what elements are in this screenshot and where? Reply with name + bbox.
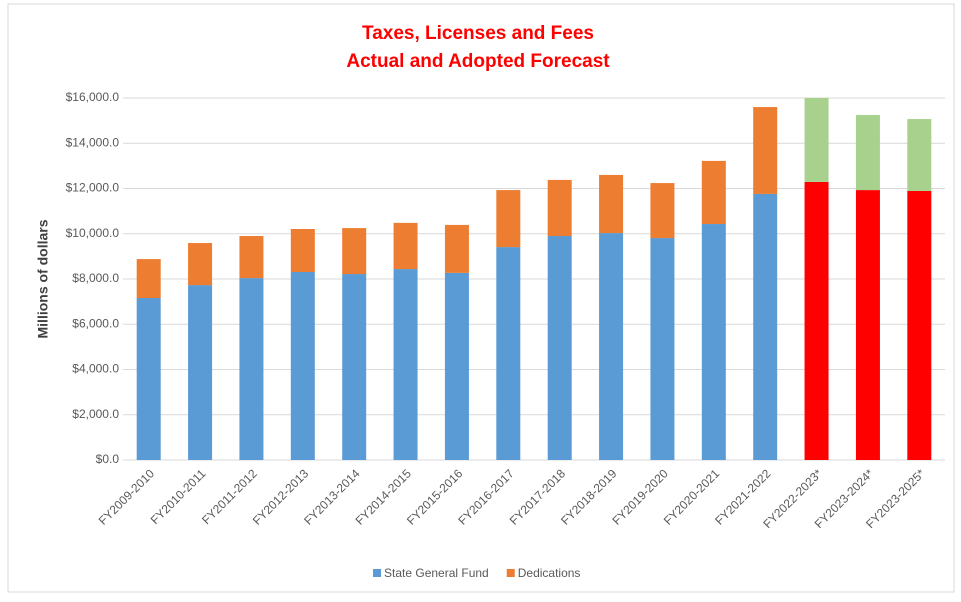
bar-segment [188,243,213,286]
y-tick-label: $2,000.0 [72,407,119,421]
bar-segment [855,190,880,461]
bar-segment [342,274,367,460]
bar-segment [753,107,778,194]
y-tick-label: $10,000.0 [66,226,120,240]
bar-segment [239,278,264,460]
bar-segment [855,114,880,191]
bar-segment [701,224,726,460]
bar-segment [701,160,726,225]
bar-segment [393,269,418,460]
bar-segment [444,272,469,460]
bar-segment [599,233,624,460]
y-tick-label: $0.0 [96,452,120,466]
bar-segment [444,224,469,273]
legend-swatch [373,569,381,577]
bar-segment [393,222,418,270]
bar-segment [907,190,932,460]
bar-segment [136,298,161,460]
y-tick-label: $8,000.0 [72,271,119,285]
bar-segment [650,183,675,239]
chart-frame [7,3,955,593]
bar-segment [342,228,367,275]
bar-segment [547,236,572,460]
bar-segment [136,259,161,299]
legend-label: State General Fund [384,566,489,580]
bar-segment [804,181,829,460]
y-axis-label: Millions of dollars [35,219,51,338]
bar-segment [650,238,675,460]
chart-title: Taxes, Licenses and Fees [362,23,594,44]
y-tick-label: $14,000.0 [66,135,120,149]
bar-segment [907,119,932,191]
bar-segment [496,247,521,460]
y-tick-label: $6,000.0 [72,316,119,330]
bar-segment [290,271,315,460]
chart-subtitle: Actual and Adopted Forecast [346,51,610,72]
bar-segment [290,228,315,272]
bar-segment [496,190,521,248]
bar-segment [239,236,264,279]
legend-label: Dedications [518,566,581,580]
legend-swatch [506,569,515,577]
bar-segment [547,179,572,237]
y-tick-label: $12,000.0 [66,181,120,195]
bar-segment [188,285,213,460]
y-tick-label: $16,000.0 [66,90,120,104]
bar-segment [804,98,829,182]
bar-segment [753,193,778,460]
y-tick-label: $4,000.0 [72,362,119,376]
bar-segment [599,174,624,234]
